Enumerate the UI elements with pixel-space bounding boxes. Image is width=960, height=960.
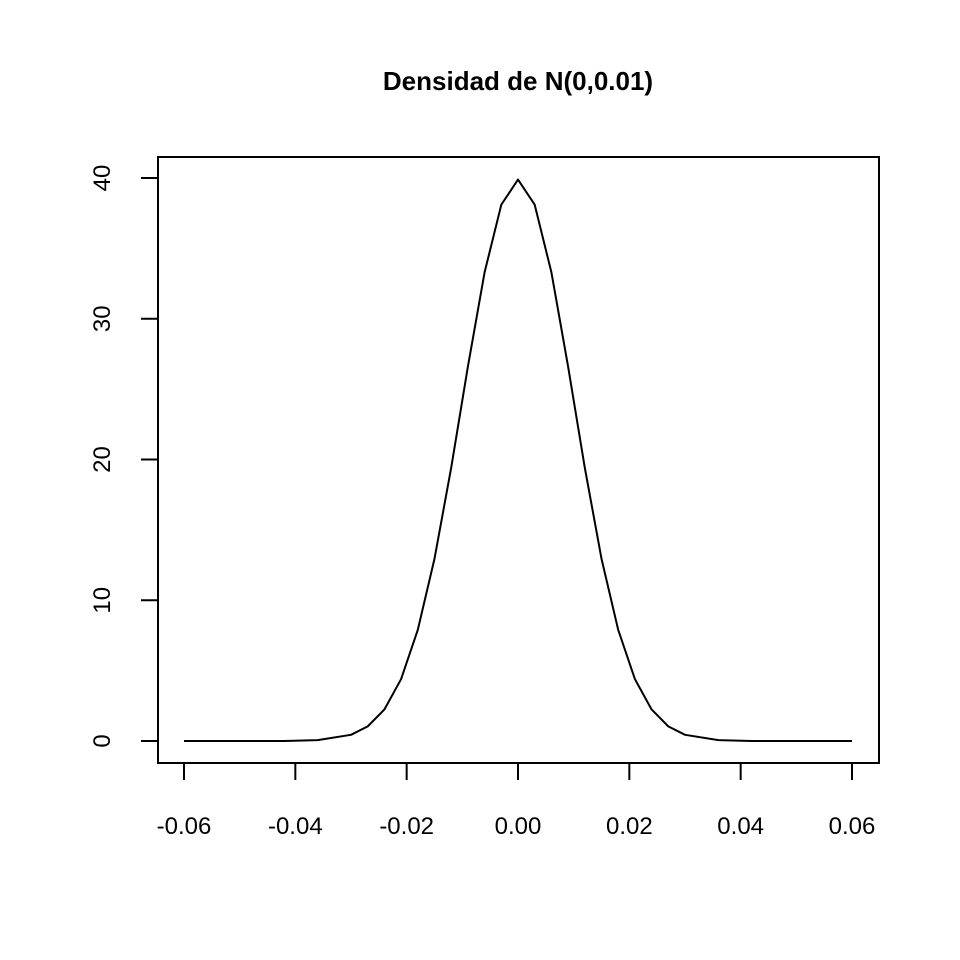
x-axis: -0.06 -0.04 -0.02 0.00 0.02 0.04 0.06 xyxy=(157,762,876,840)
x-tick-label: 0.02 xyxy=(606,813,653,840)
y-tick-label: 30 xyxy=(89,305,116,332)
x-tick-label: -0.04 xyxy=(268,813,323,840)
y-tick-label: 20 xyxy=(89,446,116,473)
plot-frame xyxy=(157,156,880,764)
series-layer xyxy=(184,178,852,742)
x-tick-label: -0.02 xyxy=(379,813,434,840)
x-tick-label: 0.06 xyxy=(829,813,876,840)
x-tick-label: 0.04 xyxy=(717,813,764,840)
y-tick-label: 40 xyxy=(89,165,116,192)
y-tick-label: 0 xyxy=(89,734,116,747)
x-tick-label: -0.06 xyxy=(157,813,212,840)
y-axis: 0 10 20 30 40 xyxy=(89,165,159,748)
y-tick-label: 10 xyxy=(89,587,116,614)
chart-title: Densidad de N(0,0.01) xyxy=(383,66,653,96)
x-tick-label: 0.00 xyxy=(495,813,542,840)
series-line-0 xyxy=(184,178,852,742)
